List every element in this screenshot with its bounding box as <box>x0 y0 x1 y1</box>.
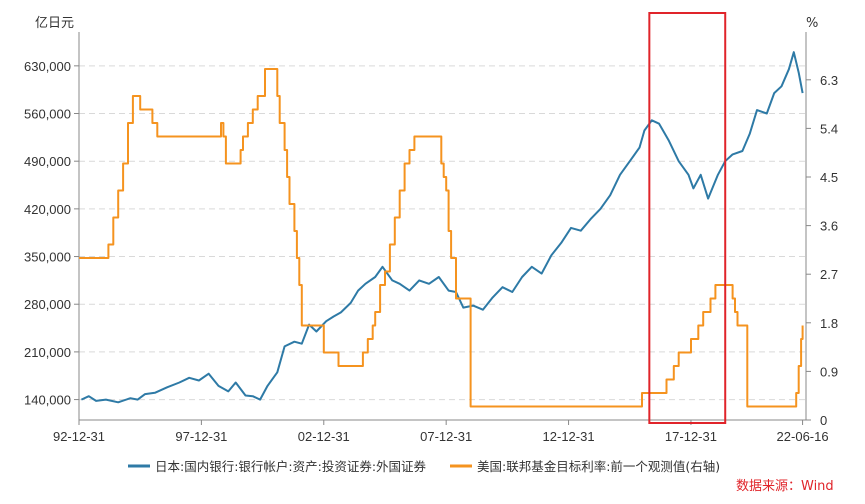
x-tick-label: 97-12-31 <box>175 429 227 444</box>
source-note: 数据来源：Wind <box>736 479 834 494</box>
legend: 日本:国内银行:银行帐户:资产:投资证券:外国证券 美国:联邦基金目标利率:前一个… <box>128 459 720 474</box>
x-tick-label: 12-12-31 <box>543 429 595 444</box>
series-layer <box>79 51 804 408</box>
left-tick-label: 280,000 <box>24 297 71 312</box>
right-tick-label: 6.3 <box>820 73 838 88</box>
gridlines <box>79 65 806 401</box>
x-axis: 92-12-31 97-12-31 02-12-31 07-12-31 12-12-31… <box>53 419 829 444</box>
highlight-box <box>648 12 727 424</box>
right-tick-label: 4.5 <box>820 170 838 185</box>
x-tick-label: 22-06-16 <box>777 429 829 444</box>
left-tick-label: 350,000 <box>24 250 71 265</box>
right-axis-unit: % <box>806 16 818 31</box>
right-tick-label: 2.7 <box>820 267 838 282</box>
left-tick-label: 630,000 <box>24 59 71 74</box>
series-line-1 <box>80 51 804 404</box>
left-axis-unit: 亿日元 <box>35 16 74 31</box>
left-axis: 140,000 210,000 280,000 350,000 420,000 490,0… <box>24 32 80 420</box>
right-tick-label: 5.4 <box>820 121 838 136</box>
right-tick-label: 3.6 <box>820 219 838 234</box>
x-tick-label: 02-12-31 <box>298 429 350 444</box>
right-tick-label: 1.8 <box>820 316 838 331</box>
left-tick-label: 490,000 <box>24 154 71 169</box>
legend-label-2: 美国:联邦基金目标利率:前一个观测值(右轴) <box>477 459 720 474</box>
left-tick-label: 560,000 <box>24 107 71 122</box>
right-tick-label: 0.9 <box>820 364 838 379</box>
left-tick-label: 420,000 <box>24 202 71 217</box>
left-tick-label: 210,000 <box>24 345 71 360</box>
left-tick-label: 140,000 <box>24 393 71 408</box>
x-tick-label: 92-12-31 <box>53 429 105 444</box>
x-tick-label: 17-12-31 <box>665 429 717 444</box>
series-line-2 <box>79 68 804 408</box>
x-tick-label: 07-12-31 <box>420 429 472 444</box>
legend-label-1: 日本:国内银行:银行帐户:资产:投资证券:外国证券 <box>155 459 427 474</box>
right-axis: 0 0.9 1.8 2.7 3.6 4.5 5.4 6.3 <box>805 32 838 428</box>
right-tick-label: 0 <box>820 413 827 428</box>
